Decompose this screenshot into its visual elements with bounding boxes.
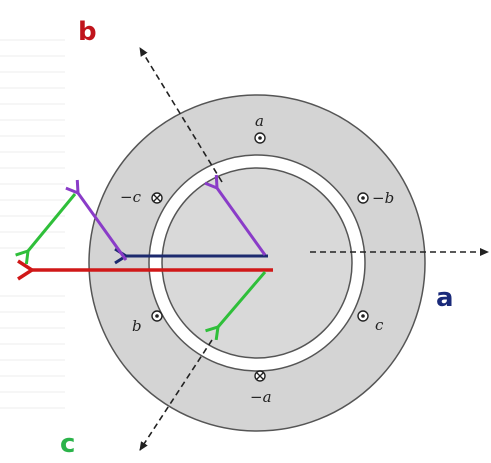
purple-arrow-outer (78, 193, 128, 261)
circle-dot-icon (254, 132, 266, 144)
axis-label-b: b (78, 17, 97, 47)
axis-label-a: a (436, 283, 454, 313)
coil-label-minus-a: −a (250, 388, 272, 406)
coil-label-c: c (375, 316, 384, 334)
circle-dot-icon (151, 310, 163, 322)
coil-label-minus-b: −b (372, 189, 394, 207)
circle-cross-icon (151, 192, 163, 204)
axis-c-line (139, 339, 213, 451)
axis-label-c: c (60, 429, 75, 459)
coil-label-b: b (132, 317, 142, 335)
green-arrow-outer (28, 193, 77, 251)
green-arrow-inner (218, 271, 267, 327)
purple-arrow-inner (217, 188, 267, 256)
circle-dot-icon (357, 192, 369, 204)
circle-cross-icon (254, 370, 266, 382)
coil-label-minus-c: −c (120, 188, 142, 206)
rotor (161, 167, 353, 359)
coil-label-a: a (255, 112, 264, 130)
axis-b-line (139, 47, 223, 183)
circle-dot-icon (357, 310, 369, 322)
slide-ruled-lines (0, 39, 65, 409)
